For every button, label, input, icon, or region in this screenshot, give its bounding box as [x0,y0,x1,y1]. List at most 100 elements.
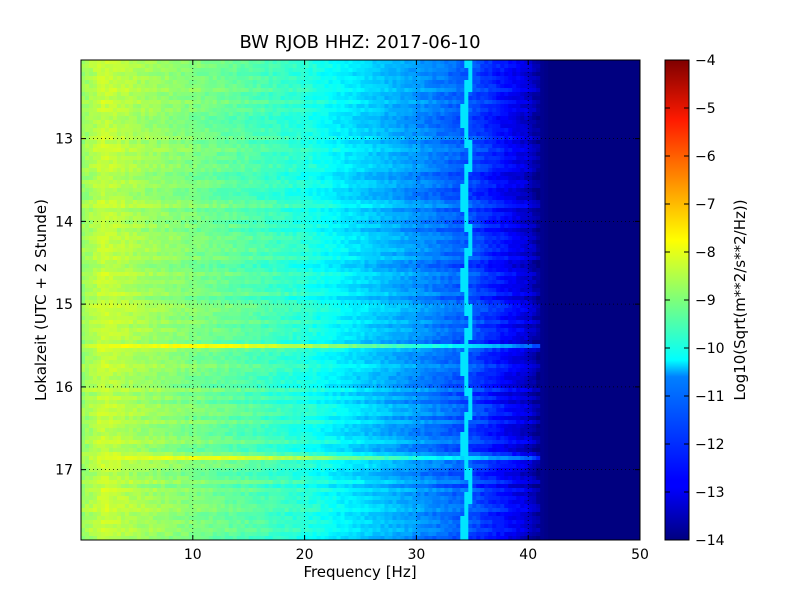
heatmap-cell [117,128,122,133]
heatmap-cell [600,168,605,173]
heatmap-cell [349,68,354,73]
heatmap-cell [145,112,150,117]
heatmap-cell [560,60,565,65]
heatmap-cell [277,152,282,157]
heatmap-cell [149,96,154,101]
heatmap-cell [408,76,413,81]
heatmap-cell [628,120,633,125]
heatmap-cell [420,80,425,85]
heatmap-cell [388,80,393,85]
heatmap-cell [185,116,190,121]
heatmap-cell [237,100,242,105]
heatmap-cell [205,116,210,121]
heatmap-cell [440,152,445,157]
heatmap-cell [464,152,469,157]
heatmap-cell [564,176,569,181]
heatmap-cell [464,96,469,101]
heatmap-cell [201,156,206,161]
heatmap-cell [253,172,258,177]
heatmap-cell [205,76,210,81]
heatmap-cell [416,100,421,105]
heatmap-cell [141,192,146,197]
heatmap-cell [137,116,142,121]
heatmap-cell [253,200,258,205]
heatmap-cell [121,112,126,117]
heatmap-cell [560,92,565,97]
heatmap-cell [277,184,282,189]
heatmap-cell [448,80,453,85]
heatmap-cell [169,168,174,173]
heatmap-cell [321,68,326,73]
heatmap-cell [448,184,453,189]
heatmap-cell [516,184,521,189]
heatmap-cell [269,184,274,189]
heatmap-cell [93,76,98,81]
heatmap-cell [217,88,222,93]
heatmap-cell [516,176,521,181]
heatmap-cell [193,128,198,133]
heatmap-cell [109,124,114,129]
heatmap-cell [165,172,170,177]
heatmap-cell [448,116,453,121]
heatmap-cell [349,72,354,77]
heatmap-cell [528,100,533,105]
heatmap-cell [588,192,593,197]
heatmap-cell [428,196,433,201]
heatmap-cell [101,124,106,129]
heatmap-cell [221,172,226,177]
heatmap-cell [337,176,342,181]
heatmap-cell [289,132,294,137]
heatmap-cell [281,156,286,161]
heatmap-cell [596,116,601,121]
heatmap-cell [269,132,274,137]
heatmap-cell [548,168,553,173]
heatmap-cell [97,96,102,101]
heatmap-cell [560,84,565,89]
heatmap-cell [584,156,589,161]
heatmap-cell [532,96,537,101]
heatmap-cell [89,88,94,93]
heatmap-cell [249,100,254,105]
heatmap-cell [552,176,557,181]
heatmap-cell [241,108,246,113]
heatmap-cell [137,100,142,105]
heatmap-cell [257,64,262,69]
heatmap-cell [281,60,286,65]
heatmap-cell [165,176,170,181]
heatmap-cell [468,196,473,201]
heatmap-cell [285,72,290,77]
heatmap-cell [213,64,218,69]
heatmap-cell [105,88,110,93]
heatmap-cell [608,148,613,153]
heatmap-cell [149,200,154,205]
heatmap-cell [157,104,162,109]
heatmap-cell [197,80,202,85]
heatmap-cell [364,64,369,69]
heatmap-cell [440,128,445,133]
heatmap-cell [337,120,342,125]
heatmap-cell [588,104,593,109]
heatmap-cell [488,68,493,73]
heatmap-cell [392,72,397,77]
heatmap-cell [157,180,162,185]
heatmap-cell [169,200,174,205]
heatmap-cell [544,76,549,81]
heatmap-cell [624,120,629,125]
heatmap-cell [197,124,202,129]
heatmap-cell [213,180,218,185]
heatmap-cell [580,64,585,69]
heatmap-cell [540,80,545,85]
heatmap-cell [265,92,270,97]
heatmap-cell [576,160,581,165]
heatmap-cell [257,156,262,161]
heatmap-cell [516,116,521,121]
heatmap-cell [93,200,98,205]
heatmap-cell [285,152,290,157]
heatmap-cell [201,128,206,133]
heatmap-cell [165,128,170,133]
heatmap-cell [117,68,122,73]
heatmap-cell [165,144,170,149]
heatmap-cell [448,188,453,193]
heatmap-cell [117,96,122,101]
